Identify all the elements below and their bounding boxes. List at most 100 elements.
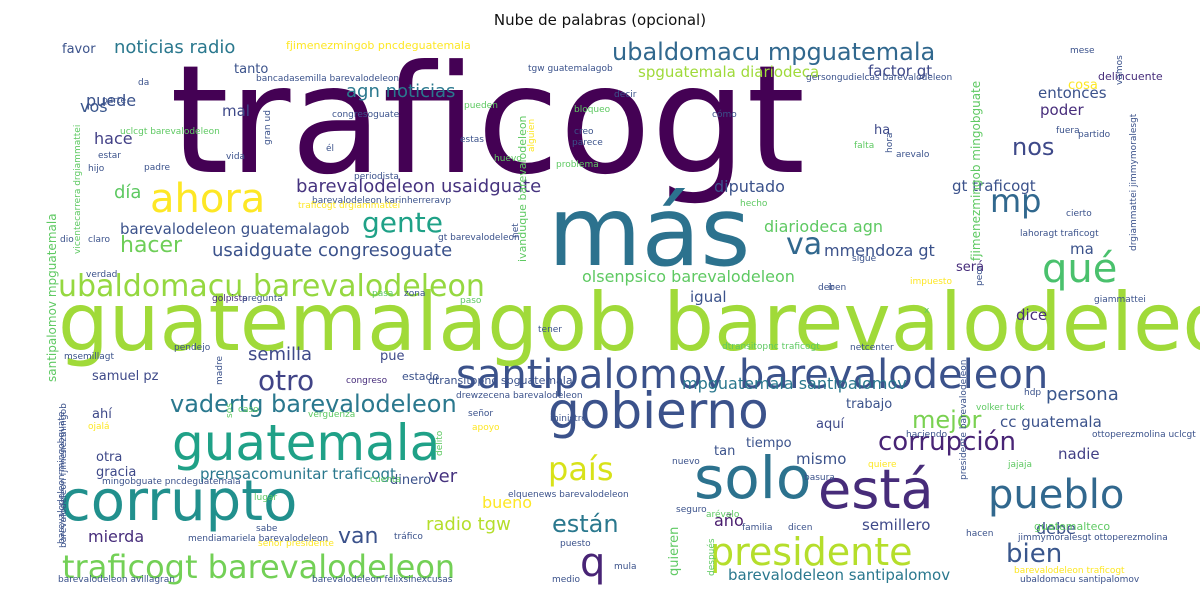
word-cc-guatemala: cc guatemala <box>1000 413 1102 431</box>
word-puede: puede <box>86 91 136 110</box>
word-basura: basura <box>804 473 835 483</box>
word-olsenpsico-barevalodeleon: olsenpsico barevalodeleon <box>582 267 795 286</box>
word-haciendo: haciendo <box>906 430 948 440</box>
word-poder: poder <box>1040 101 1084 119</box>
word-trabajo: trabajo <box>846 397 892 412</box>
word-ojala: ojalá <box>88 422 110 432</box>
word-entonces: entonces <box>1038 84 1107 102</box>
word-nos: nos <box>1012 133 1054 161</box>
word-hecho: hecho <box>740 199 768 209</box>
word-estar: estar <box>98 151 121 161</box>
word-vida: vida <box>226 152 245 162</box>
word-msemillagt: msemillagt <box>64 352 114 362</box>
word-mendiamariela-barevalodeleon: mendiamariela barevalodeleon <box>188 534 328 544</box>
word-semilla: semilla <box>248 344 312 365</box>
word-volker-turk: volker turk <box>976 403 1025 413</box>
word-esta: está <box>818 458 934 521</box>
word-pue: pue <box>380 349 405 364</box>
word-vadertg-barevalodeleon: vadertg barevalodeleon <box>170 390 457 418</box>
word-hijo: hijo <box>88 164 105 174</box>
word-problema: problema <box>556 160 599 170</box>
word-hdp: hdp <box>1024 388 1041 398</box>
word-barevalodeleon-fjimenezmingob: barevalodeleon fjimenezmingob <box>59 403 69 548</box>
word-samuel-pz: samuel pz <box>92 369 159 384</box>
word-q: q <box>580 540 605 586</box>
word-ma: ma <box>1070 240 1094 258</box>
word-ahora: ahora <box>150 176 265 222</box>
word-jajaja: jajaja <box>1007 460 1032 470</box>
word-ano: año <box>714 511 744 530</box>
word-usaidguate-congresoguate: usaidguate congresoguate <box>212 240 452 261</box>
word-dio: dio <box>60 235 74 245</box>
word-ha: ha <box>874 123 890 138</box>
word-hora: hora <box>885 133 895 153</box>
word-delito: delito <box>435 430 445 456</box>
word-claro: claro <box>88 235 110 245</box>
word-pueden: pueden <box>464 101 498 111</box>
word-zona: zona <box>404 289 425 299</box>
word-trafico: tráfico <box>394 532 423 542</box>
word-estado: estado <box>402 370 440 383</box>
word-tiempo: tiempo <box>746 436 792 451</box>
word-traficogt-barevalodeleon: traficogt barevalodeleon <box>62 548 455 586</box>
word-tener: tener <box>538 325 562 335</box>
word-tanto: tanto <box>234 62 268 77</box>
word-caso: caso <box>238 405 259 415</box>
word-barevalodeleon-usaidguate: barevalodeleon usaidguate <box>296 176 541 197</box>
word-van: van <box>338 524 378 549</box>
word-cosa: cosa <box>1068 78 1098 93</box>
word-mmendoza-gt: mmendoza gt <box>824 241 935 260</box>
word-mingobguate-pncdeguatemala: mingobguate pncdeguatemala <box>102 477 241 487</box>
word-estan: están <box>552 510 619 538</box>
word-traficogt-drgiammattei: traficogt drgiammattei <box>298 201 400 211</box>
word-fuera: fuera <box>1056 126 1080 136</box>
word-quiere: quiere <box>868 460 897 470</box>
word-tan: tan <box>714 444 735 459</box>
word-gt-traficogt: gt traficogt <box>952 177 1036 195</box>
word-ir: ir <box>828 283 835 293</box>
word-agn-noticias: agn noticias <box>346 81 455 102</box>
word-dtransitopnc-traficogt: dtransitopnc traficogt <box>722 342 820 352</box>
word-gente: gente <box>362 206 443 239</box>
word-factor-gt: factor gt <box>868 62 932 80</box>
word-senor: señor <box>468 409 493 419</box>
word-peor: peor <box>975 265 985 286</box>
word-gersongudielcas-barevalodeleon: gersongudielcas barevalodeleon <box>806 73 952 83</box>
word-net: net <box>511 223 521 238</box>
word-gobierno: gobierno <box>548 382 769 440</box>
word-ubaldomacu-barevalodeleon: ubaldomacu barevalodeleon <box>58 269 485 304</box>
word-estas: estas <box>460 135 484 145</box>
word-nuevo: nuevo <box>672 457 700 467</box>
word-deben: deben <box>818 283 846 293</box>
word-como: cómo <box>712 109 737 120</box>
word-delincuente: delincuente <box>1098 70 1163 83</box>
word-mpguatemala-santipalomov: mpguatemala santipalomov <box>682 374 907 393</box>
word-radio-tgw: radio tgw <box>426 514 511 535</box>
word-pais: país <box>548 450 613 488</box>
word-mas: más <box>548 176 750 288</box>
word-impuesto: impuesto <box>910 277 952 287</box>
word-parece: parece <box>572 138 603 148</box>
word-lahoragt-traficogt: lahoragt traficogt <box>1020 229 1099 239</box>
word-gt-barevalodeleon: gt barevalodeleon <box>438 233 520 243</box>
word-tgw-guatemalagob: tgw guatemalagob <box>528 64 613 74</box>
word-pasa: pasa <box>372 289 393 299</box>
word-sos: sos <box>225 403 235 418</box>
word-sera: será <box>956 260 984 275</box>
word-ver: ver <box>428 466 458 487</box>
word-lugar: lugar <box>254 493 277 503</box>
word-gracia: gracia <box>96 465 136 480</box>
word-santipalomov-barevalodeleon: santipalomov barevalodeleon <box>456 352 1048 398</box>
word-debe: debe <box>1036 519 1076 538</box>
word-spguatemala-diariodeca: spguatemala diariodeca <box>638 63 819 81</box>
word-pregunta: pregunta <box>242 294 283 304</box>
word-solo: solo <box>694 444 811 512</box>
word-diputado: diputado <box>714 177 785 196</box>
word-dia: día <box>114 182 141 203</box>
word-persona: persona <box>1046 384 1119 405</box>
word-uclcgt-barevalodeleon: uclcgt barevalodeleon <box>120 127 220 137</box>
word-barevalodeleon-karinherreravp: barevalodeleon karinherreravp <box>312 196 451 206</box>
word-vos: vos <box>80 97 108 116</box>
word-otro: otro <box>258 364 314 397</box>
word-verdad: verdad <box>86 270 117 280</box>
